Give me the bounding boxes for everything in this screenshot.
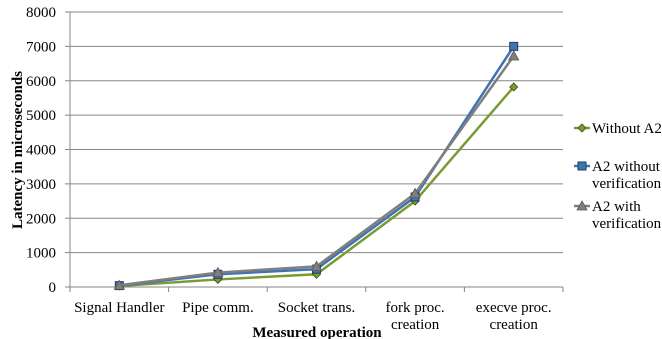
legend-item: Without A2 xyxy=(574,121,662,137)
x-tick-label-line: Socket trans. xyxy=(278,300,355,316)
x-tick-labels: Signal Handler Pipe comm. Socket trans. for… xyxy=(69,287,564,333)
y-tick-labels: 0 1000 2000 3000 4000 5000 6000 7000 8000 xyxy=(26,5,70,296)
data-point-diamond xyxy=(509,82,519,92)
data-point-square xyxy=(509,41,519,51)
data-point-triangle xyxy=(212,266,224,277)
legend-label-line: verification xyxy=(592,216,662,232)
x-tick-label-line: Signal Handler xyxy=(74,300,164,316)
data-point-triangle xyxy=(310,260,323,271)
y-tick-label: 6000 xyxy=(26,74,56,90)
legend-label-line: A2 with xyxy=(592,199,641,215)
x-tick-label: Socket trans. xyxy=(278,300,355,316)
legend-label-line: Without A2 xyxy=(592,121,662,137)
x-tick-label: Signal Handler xyxy=(74,300,164,316)
legend-label-line: verification xyxy=(592,176,662,192)
data-point-diamond xyxy=(577,123,587,133)
x-tick-label: fork proc. creation xyxy=(386,300,445,333)
x-axis-title: Measured operation xyxy=(252,325,382,339)
y-tick-label: 3000 xyxy=(26,177,56,193)
data-point-triangle xyxy=(409,187,421,198)
series-line xyxy=(119,45,515,287)
legend-label: Without A2 xyxy=(592,121,662,137)
series xyxy=(113,50,520,290)
legend-label: A2 with verification xyxy=(592,199,662,232)
series-line xyxy=(119,55,515,287)
data-point-triangle xyxy=(576,200,588,211)
x-tick-label: Pipe comm. xyxy=(182,300,254,316)
data-point-triangle xyxy=(508,50,520,61)
x-tick-label-line: Pipe comm. xyxy=(182,300,254,316)
legend-item: A2 without verification xyxy=(574,159,662,192)
gridlines xyxy=(70,11,563,254)
y-tick-label: 8000 xyxy=(26,5,56,21)
y-tick-label: 5000 xyxy=(26,108,56,124)
x-tick-label-line: creation xyxy=(391,317,440,333)
legend-label: A2 without verification xyxy=(592,159,662,192)
legend-label-line: A2 without xyxy=(592,159,661,175)
x-tick-label-line: fork proc. xyxy=(386,300,445,316)
legend-item: A2 with verification xyxy=(574,199,662,232)
x-tick-label: execve proc. creation xyxy=(476,300,552,333)
data-point-square xyxy=(577,161,587,171)
y-tick-label: 1000 xyxy=(26,246,56,262)
x-tick-label-line: creation xyxy=(490,317,539,333)
data-point-triangle xyxy=(113,279,125,290)
y-tick-label: 2000 xyxy=(26,211,56,227)
y-axis-title: Latency in microseconds xyxy=(10,71,26,229)
series xyxy=(114,82,519,291)
series-group xyxy=(113,41,520,291)
y-tick-label: 0 xyxy=(49,280,57,296)
y-tick-label: 4000 xyxy=(26,143,56,159)
y-tick-label: 7000 xyxy=(26,39,56,55)
series-line xyxy=(119,86,515,288)
x-tick-label-line: execve proc. xyxy=(476,300,552,316)
